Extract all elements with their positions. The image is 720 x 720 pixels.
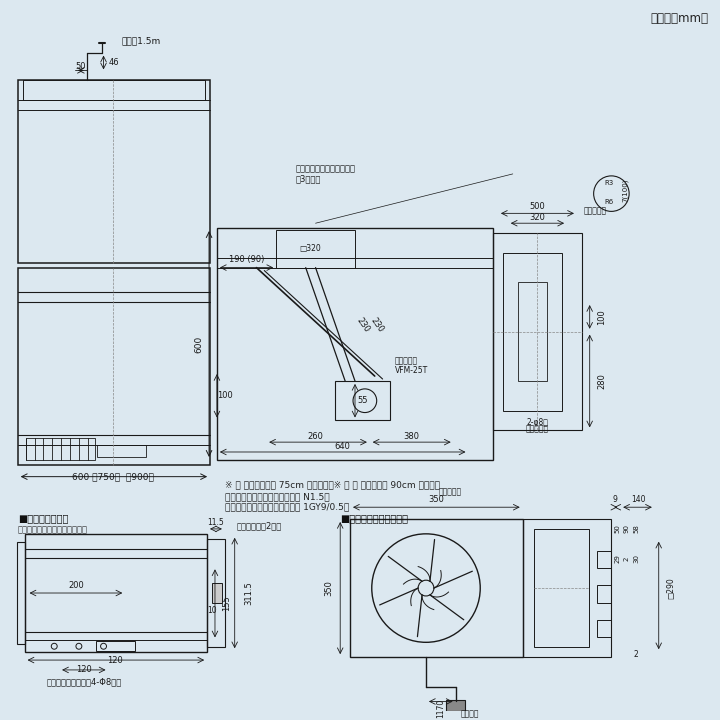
Text: 本体引掛用: 本体引掛用 (584, 206, 607, 215)
Text: 350: 350 (324, 580, 333, 596)
Text: □290: □290 (666, 577, 675, 599)
Text: 取付ボルト（2本）: 取付ボルト（2本） (237, 521, 282, 531)
Text: 1170: 1170 (436, 698, 445, 718)
Text: 350: 350 (428, 495, 444, 504)
Text: 50: 50 (76, 62, 86, 71)
Bar (212, 583, 222, 603)
Text: VFM-25T: VFM-25T (395, 366, 428, 374)
Text: 29: 29 (614, 554, 621, 563)
Text: 200: 200 (68, 580, 84, 590)
Text: 10: 10 (207, 606, 217, 616)
Text: 600: 600 (194, 336, 204, 353)
Text: 500: 500 (529, 202, 545, 211)
Text: 320: 320 (529, 213, 545, 222)
Text: 280: 280 (597, 373, 606, 389)
Text: R6: R6 (605, 199, 614, 204)
Bar (96, 445, 146, 457)
Text: 本体固定用: 本体固定用 (526, 425, 549, 434)
Text: 機外長1.5m: 機外長1.5m (121, 36, 161, 45)
Text: 埋込ボルト取付用（4-Φ8穴）: 埋込ボルト取付用（4-Φ8穴） (46, 678, 122, 686)
Text: 58: 58 (633, 524, 639, 534)
Text: 2-φ8穴: 2-φ8穴 (526, 418, 549, 427)
Bar (493, 233, 582, 431)
Text: 100: 100 (217, 391, 233, 400)
Text: 11.5: 11.5 (207, 518, 225, 526)
Text: 2: 2 (634, 649, 639, 659)
Bar (217, 228, 493, 460)
Text: （化粧枠を外した状態を示す）: （化粧枠を外した状態を示す） (18, 526, 88, 534)
Text: □320: □320 (300, 244, 322, 253)
Bar (26, 438, 94, 460)
Text: 30: 30 (633, 554, 639, 563)
Text: 230: 230 (369, 315, 385, 334)
Text: （単位：mm）: （単位：mm） (651, 12, 708, 24)
Bar (276, 230, 355, 268)
Bar (96, 642, 135, 651)
Text: 55: 55 (358, 396, 368, 405)
Bar (446, 700, 465, 711)
Bar (18, 268, 210, 465)
Text: コネクタ: コネクタ (461, 710, 479, 719)
Text: 換気扇取付用ハーフカット: 換気扇取付用ハーフカット (296, 164, 356, 174)
Text: 90: 90 (624, 524, 629, 534)
Text: 2: 2 (624, 557, 629, 561)
Text: 100: 100 (597, 309, 606, 325)
Bar (518, 282, 547, 381)
Text: 380: 380 (403, 432, 419, 441)
Text: 311.5: 311.5 (244, 581, 253, 605)
Bar (336, 381, 390, 420)
Bar (534, 529, 589, 647)
Text: 46: 46 (109, 58, 119, 67)
Bar (207, 539, 225, 647)
Text: 9: 9 (613, 495, 618, 504)
Text: 120: 120 (76, 665, 91, 675)
Text: R3: R3 (605, 180, 614, 186)
Bar (23, 80, 205, 100)
Text: 色調：ブラック塗装（マンセル N1.5）: 色調：ブラック塗装（マンセル N1.5） (225, 492, 330, 501)
Text: 50: 50 (614, 524, 621, 534)
Text: 640: 640 (334, 441, 350, 451)
Bar (523, 519, 611, 657)
Text: 7(100): 7(100) (622, 179, 629, 202)
Text: 600 ［750］  （900）: 600 ［750］ （900） (73, 472, 154, 481)
Text: ■取付寸法詳細図: ■取付寸法詳細図 (18, 513, 68, 523)
Text: 260: 260 (307, 432, 323, 441)
Bar (597, 620, 611, 637)
Bar (503, 253, 562, 410)
Bar (24, 534, 207, 652)
Text: 190 (90): 190 (90) (229, 255, 264, 264)
Text: 同梱換気扇: 同梱換気扇 (395, 357, 418, 366)
Text: ホワイト塗装（マンセル 1GY9/0.5）: ホワイト塗装（マンセル 1GY9/0.5） (225, 503, 349, 512)
Text: 140: 140 (631, 495, 645, 504)
Text: ■同梱換気扇（不燃形）: ■同梱換気扇（不燃形） (341, 513, 408, 523)
Bar (597, 585, 611, 603)
Text: 取付ボルト: 取付ボルト (439, 487, 462, 496)
Bar (350, 519, 523, 657)
Bar (17, 541, 24, 644)
Text: ※ ［ ］内の寸法は 75cm 巾タイプ　※ （ ） 内の寸法は 90cm 巾タイプ: ※ ［ ］内の寸法は 75cm 巾タイプ ※ （ ） 内の寸法は 90cm 巾タ… (225, 480, 440, 489)
Bar (18, 80, 210, 263)
Text: 120: 120 (107, 656, 123, 665)
Text: （3カ所）: （3カ所） (296, 174, 321, 184)
Text: 155: 155 (222, 595, 231, 611)
Text: 230: 230 (355, 315, 371, 334)
Bar (597, 551, 611, 568)
